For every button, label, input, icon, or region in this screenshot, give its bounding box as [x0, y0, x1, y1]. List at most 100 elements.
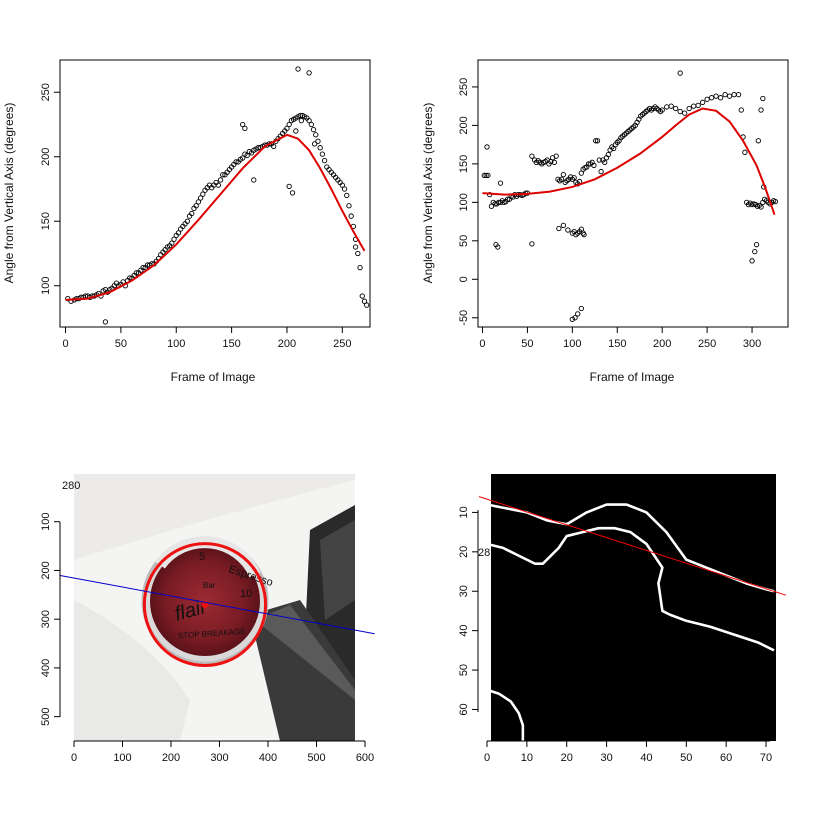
data-point — [556, 225, 562, 232]
data-point — [593, 138, 599, 144]
data-point — [551, 159, 558, 165]
data-point — [560, 171, 567, 178]
data-point — [197, 195, 204, 201]
y-tick-label: 40 — [458, 625, 470, 637]
y-tick-label: 300 — [40, 610, 52, 628]
data-point — [286, 121, 292, 128]
y-tick-label: 50 — [458, 235, 470, 247]
y-axis-label: Angle from Vertical Axis (degrees) — [421, 103, 435, 284]
data-point — [242, 125, 248, 132]
data-point — [485, 172, 491, 179]
data-point — [352, 244, 359, 250]
data-point — [495, 244, 501, 250]
data-point — [695, 102, 701, 109]
data-point — [753, 242, 760, 248]
x-tick-label: 400 — [259, 752, 277, 764]
data-point — [483, 172, 489, 179]
data-point — [722, 91, 728, 98]
data-point — [497, 180, 504, 186]
y-tick-label: 100 — [40, 513, 52, 531]
data-point — [594, 138, 601, 144]
x-tick-label: 40 — [640, 752, 652, 764]
y-axis-label: Angle from Vertical Axis (degrees) — [2, 103, 16, 284]
data-point — [319, 151, 326, 157]
y-tick-label: 150 — [40, 212, 52, 230]
fit-curve — [482, 107, 776, 215]
data-point — [578, 305, 584, 312]
data-point — [133, 270, 140, 276]
data-point — [175, 230, 182, 236]
y-tick-label: 500 — [40, 707, 52, 725]
y-tick-label: 100 — [458, 193, 470, 211]
x-tick-label: 200 — [278, 338, 296, 350]
data-point — [286, 183, 292, 190]
y-tick-label: 20 — [458, 546, 470, 558]
data-point — [184, 218, 190, 224]
y-tick-label: 150 — [458, 155, 470, 173]
data-point — [682, 110, 688, 116]
x-tick-label: 50 — [521, 338, 533, 350]
y-tick-label: 200 — [40, 148, 52, 166]
x-tick-label: 60 — [720, 752, 732, 764]
data-point — [772, 198, 779, 205]
data-point — [565, 227, 571, 233]
data-point — [341, 186, 348, 192]
data-point — [344, 192, 350, 199]
data-point — [317, 145, 323, 151]
data-point — [699, 99, 706, 105]
data-point — [677, 70, 683, 76]
data-point — [664, 104, 670, 110]
data-point — [553, 153, 559, 159]
data-point — [217, 177, 224, 183]
data-point — [240, 155, 246, 161]
x-tick-label: 100 — [167, 338, 185, 350]
x-tick-label: 600 — [356, 752, 374, 764]
data-point — [364, 302, 370, 308]
gauge-photo: Espresso 5 10 Bar flair STOP BREAKAGE — [74, 474, 355, 741]
data-point — [752, 248, 758, 255]
data-point — [348, 213, 354, 219]
data-point — [505, 196, 511, 202]
fit-curve — [65, 133, 366, 301]
data-point — [731, 91, 737, 98]
x-tick-label: 100 — [113, 752, 131, 764]
data-point — [189, 210, 195, 217]
data-point — [308, 121, 314, 128]
plot-panel-top-right: 0 50 100 150 200 250 300 -50 0 50 100 150 200 250 Fr… — [421, 59, 789, 384]
x-tick-label: 200 — [162, 752, 180, 764]
x-tick-label: 150 — [222, 338, 240, 350]
data-point — [127, 275, 133, 281]
y-tick-label: 250 — [458, 78, 470, 96]
x-tick-label: 0 — [484, 752, 490, 764]
image-annotation: 28 — [478, 547, 490, 559]
edge-contour — [491, 526, 775, 652]
gauge-unit-label: Bar — [203, 581, 216, 590]
x-tick-label: 20 — [561, 752, 573, 764]
data-point — [355, 250, 361, 257]
needle-line — [478, 496, 787, 596]
data-point — [244, 152, 250, 159]
data-point — [572, 315, 578, 321]
data-point — [306, 117, 312, 124]
data-point — [289, 190, 296, 196]
data-point — [659, 107, 665, 113]
y-tick-label: 250 — [40, 83, 52, 101]
data-point — [713, 93, 719, 99]
data-point — [215, 182, 221, 188]
gauge-number-5: 5 — [199, 551, 205, 563]
y-tick-label: 30 — [458, 585, 470, 597]
y-tick-label: 10 — [458, 506, 470, 518]
image-panel-bottom-left: Espresso 5 10 Bar flair STOP BREAKAGE 0 1… — [40, 474, 375, 764]
needle-line — [59, 574, 375, 635]
plot-frame — [59, 59, 371, 328]
data-point — [591, 162, 597, 169]
data-point — [293, 128, 299, 134]
data-point — [686, 105, 692, 112]
data-point — [560, 222, 567, 229]
x-tick-label: 200 — [653, 338, 671, 350]
x-tick-label: 250 — [698, 338, 716, 350]
x-tick-label: 30 — [600, 752, 612, 764]
gauge-number-10: 10 — [240, 588, 252, 600]
data-point — [708, 95, 715, 101]
